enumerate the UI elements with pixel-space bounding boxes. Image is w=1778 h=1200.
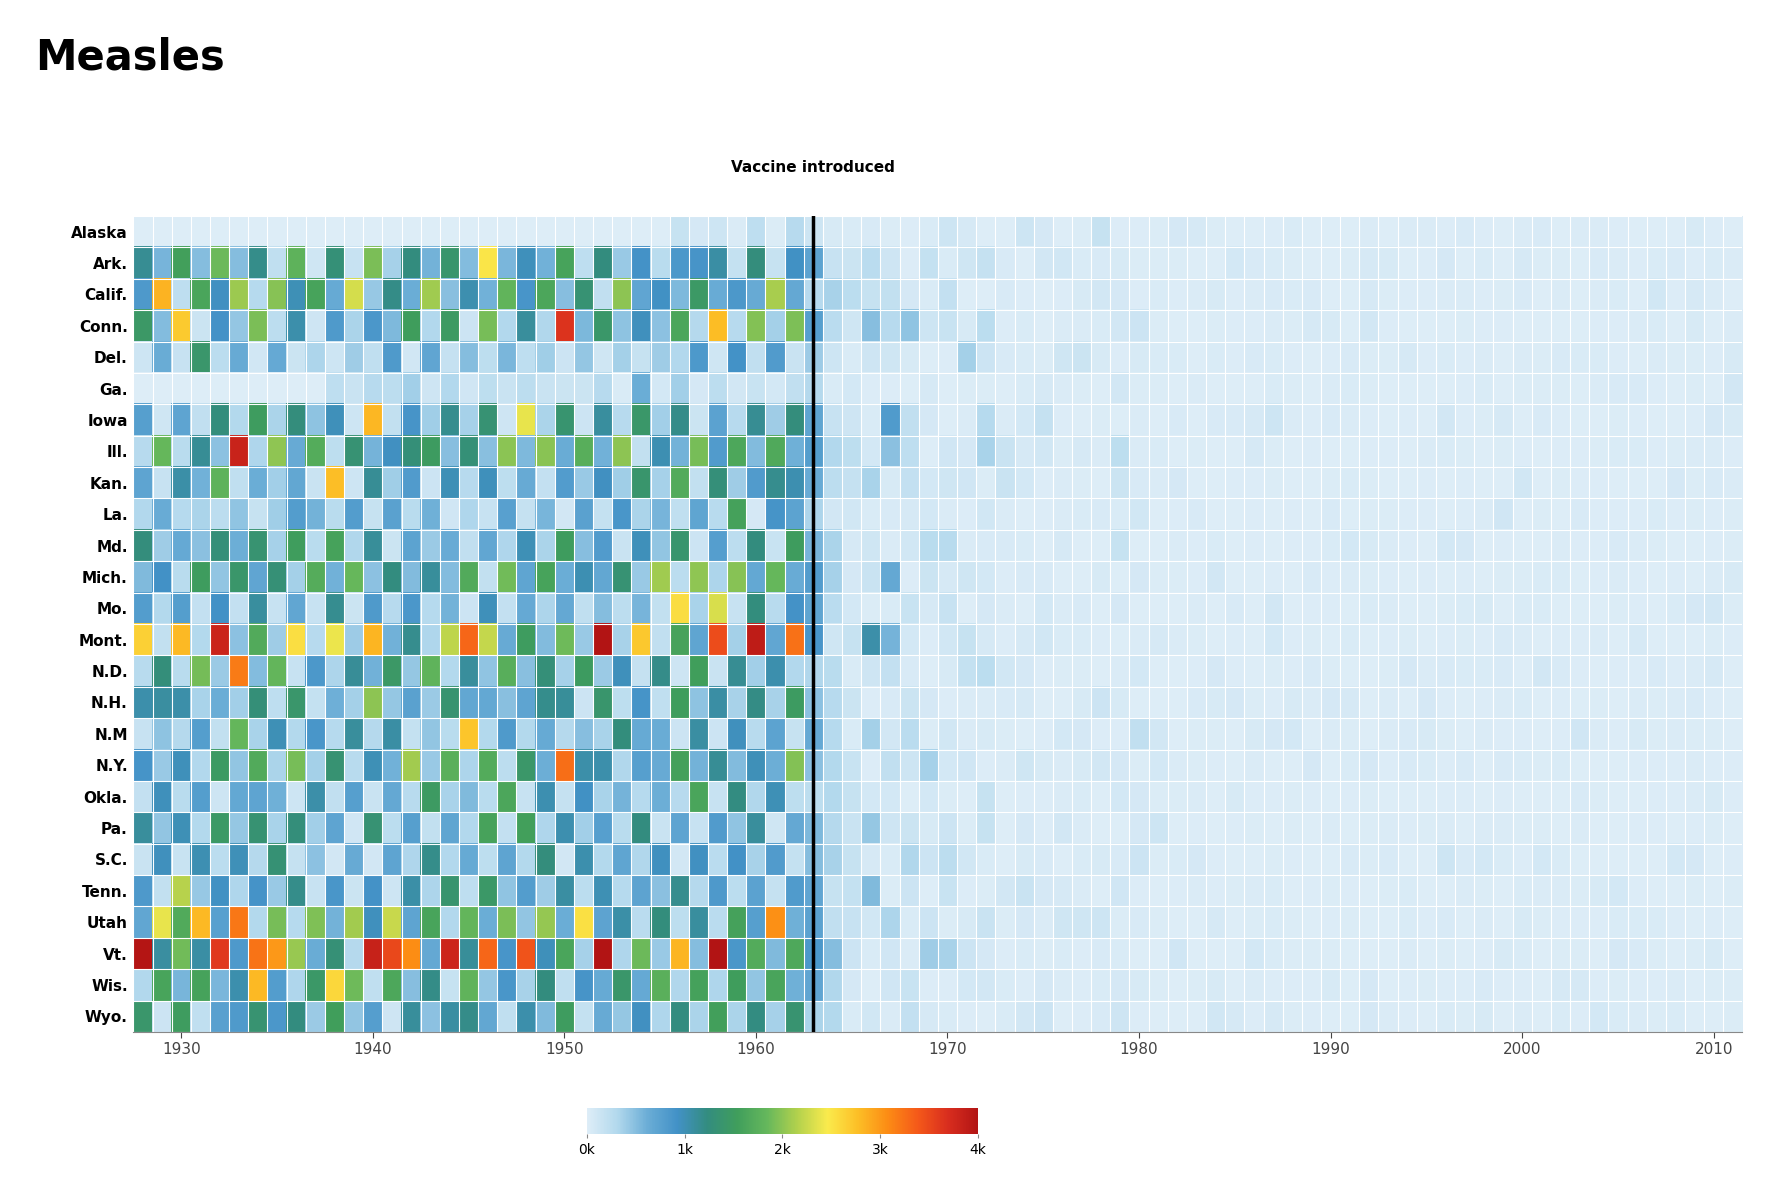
Text: Vaccine introduced: Vaccine introduced (731, 160, 896, 175)
Text: Measles: Measles (36, 36, 226, 78)
